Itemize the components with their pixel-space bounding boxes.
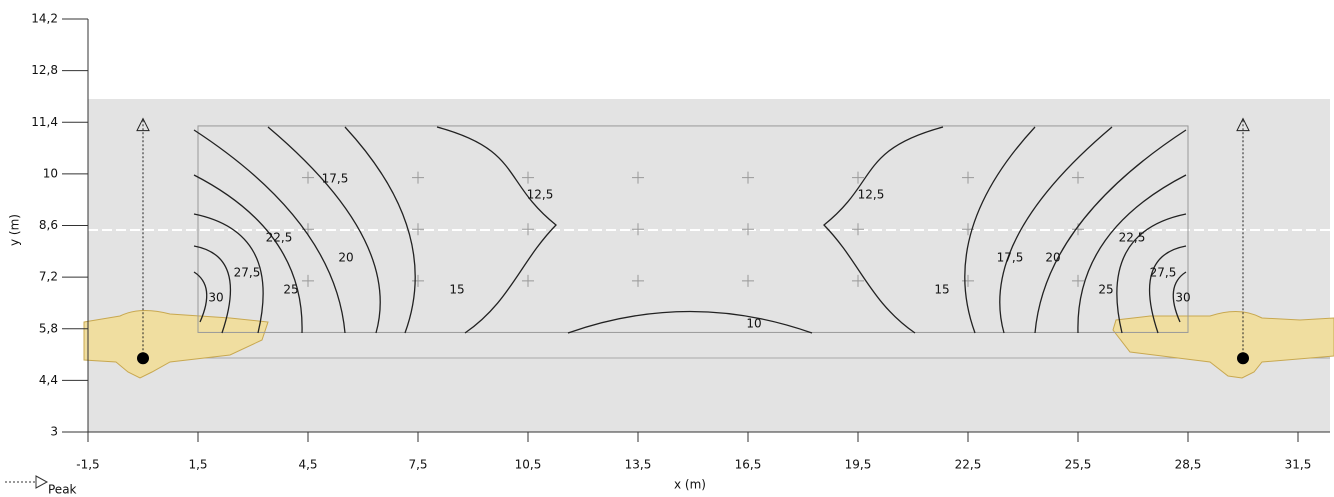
y-tick-label: 5,8 [39, 321, 58, 335]
y-tick-label: 11,4 [31, 115, 58, 129]
contour-line [193, 129, 346, 334]
x-tick-label: 19,5 [845, 458, 872, 472]
grid-point [632, 274, 644, 287]
grid-point [962, 171, 974, 184]
contour-label: 20 [338, 251, 353, 265]
contour-line [193, 271, 208, 323]
grid-point [742, 223, 754, 236]
contour-label: 22,5 [266, 231, 293, 245]
legend-arrow [35, 475, 49, 489]
grid-point [852, 223, 864, 236]
y-tick-label: 4,4 [39, 373, 58, 387]
contour-label: 25 [1098, 283, 1113, 297]
contour-line [999, 126, 1113, 334]
x-tick-label: 22,5 [955, 458, 982, 472]
x-tick-label: -1,5 [76, 458, 99, 472]
luminaire-glow [1112, 311, 1334, 379]
contour-label: 22,5 [1119, 231, 1146, 245]
legend-label: Peak [48, 483, 77, 497]
grid-point [1072, 223, 1084, 236]
calculation-area [197, 125, 1189, 333]
contour-line [193, 245, 232, 334]
x-tick-label: 1,5 [188, 458, 207, 472]
contour-label: 17,5 [997, 251, 1024, 265]
grid-point [412, 274, 424, 287]
contour-line [567, 310, 813, 334]
contour-line [1148, 245, 1187, 334]
contour-line [193, 174, 303, 334]
contour-line [823, 126, 944, 334]
peak-arrowhead [136, 117, 150, 132]
grid-point [962, 274, 974, 287]
luminaire-glow [83, 310, 269, 379]
x-tick-label: 25,5 [1065, 458, 1092, 472]
road-area [88, 99, 1330, 432]
y-tick-label: 3 [50, 425, 58, 439]
contour-label: 30 [1175, 291, 1190, 305]
contour-line [193, 213, 264, 334]
y-axis-label: y (m) [8, 214, 22, 246]
grid-point [412, 171, 424, 184]
contour-label: 27,5 [234, 266, 261, 280]
contour-label: 27,5 [1150, 266, 1177, 280]
grid-point [742, 274, 754, 287]
grid-point [852, 274, 864, 287]
contour-label: 20 [1045, 251, 1060, 265]
contour-label: 30 [208, 291, 223, 305]
grid-point [522, 274, 534, 287]
x-tick-label: 31,5 [1285, 458, 1312, 472]
y-tick-label: 7,2 [39, 270, 58, 284]
contour-line [964, 126, 1036, 334]
contour-label: 15 [449, 283, 464, 297]
grid-point [1072, 171, 1084, 184]
peak-arrowhead [1236, 117, 1250, 132]
y-tick-label: 14,2 [31, 12, 58, 26]
grid-point [302, 171, 314, 184]
grid-point [632, 171, 644, 184]
x-tick-label: 13,5 [625, 458, 652, 472]
grid-point [852, 171, 864, 184]
contour-line [1077, 174, 1187, 334]
grid-point [742, 171, 754, 184]
grid-point [1072, 274, 1084, 287]
grid-point [522, 223, 534, 236]
x-tick-label: 16,5 [735, 458, 762, 472]
contour-label: 25 [283, 283, 298, 297]
y-tick-label: 10 [43, 166, 58, 180]
luminaire [137, 352, 149, 365]
luminaire [1237, 352, 1249, 365]
x-tick-label: 28,5 [1175, 458, 1202, 472]
contour-label: 17,5 [322, 172, 349, 186]
grid-point [522, 171, 534, 184]
contour-label: 10 [746, 317, 761, 331]
y-tick-label: 8,6 [39, 218, 58, 232]
contour-label: 15 [934, 283, 949, 297]
x-axis-label: x (m) [674, 478, 706, 492]
contour-label: 12,5 [858, 188, 885, 202]
contour-line [436, 126, 557, 334]
x-tick-label: 10,5 [515, 458, 542, 472]
grid-point [412, 223, 424, 236]
grid-point [632, 223, 644, 236]
contour-line [267, 126, 381, 334]
x-tick-label: 4,5 [298, 458, 317, 472]
contour-line [1116, 213, 1187, 334]
y-tick-label: 12,8 [31, 63, 58, 77]
contour-line [344, 126, 416, 334]
contour-line [1172, 271, 1187, 323]
grid-point [302, 274, 314, 287]
contour-label: 12,5 [527, 188, 554, 202]
contour-line [1034, 129, 1187, 334]
x-tick-label: 7,5 [408, 458, 427, 472]
